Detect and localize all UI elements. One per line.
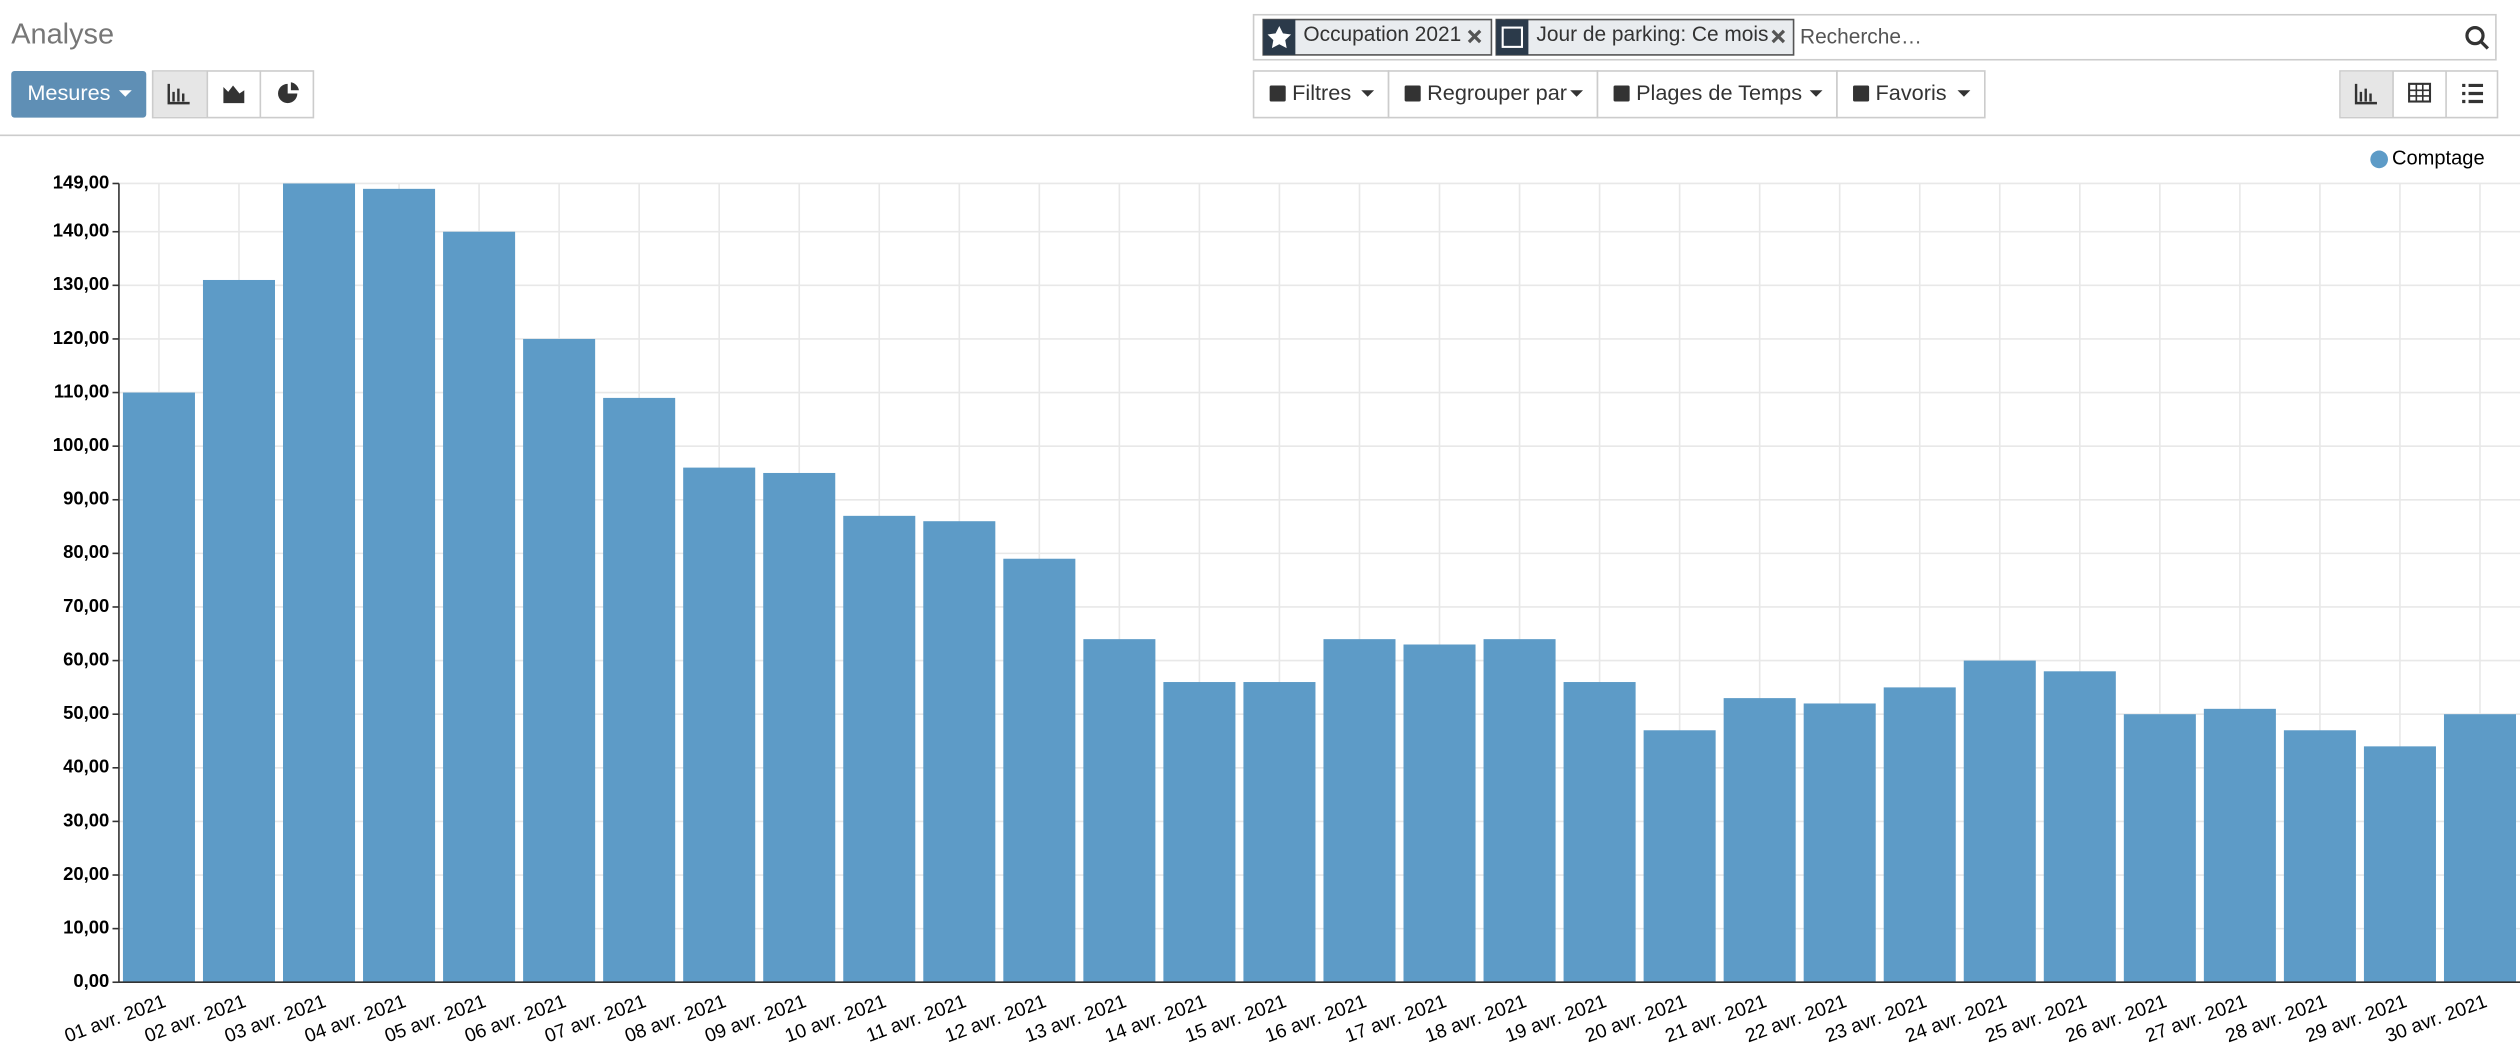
bar xyxy=(1723,698,1796,983)
measures-label: Mesures xyxy=(27,80,110,105)
filter-label: Filtres xyxy=(1292,80,1351,105)
button-icon xyxy=(1853,85,1870,102)
bar xyxy=(1163,682,1236,983)
bar xyxy=(122,392,195,983)
search-icon[interactable] xyxy=(2465,25,2485,46)
y-tick-label: 50,00 xyxy=(63,702,109,723)
bar xyxy=(1323,639,1396,983)
bar xyxy=(1003,558,1076,983)
y-tick-label: 80,00 xyxy=(63,541,109,562)
graph-icon xyxy=(2354,83,2377,105)
filter-buttons: Filtres Regrouper par Plages de Temps Favor… xyxy=(1252,70,1986,119)
filter-label: Plages de Temps xyxy=(1636,80,1802,105)
bar xyxy=(2363,746,2436,983)
bar xyxy=(363,188,436,983)
bar xyxy=(763,472,836,983)
caret xyxy=(1957,90,1971,97)
bar xyxy=(202,279,275,983)
bar xyxy=(2123,714,2196,983)
bar-icon xyxy=(167,83,190,105)
bar xyxy=(523,338,596,983)
button-icon xyxy=(1404,85,1421,102)
y-tick-label: 120,00 xyxy=(53,327,109,348)
bar xyxy=(1883,687,1956,983)
y-tick-label: 100,00 xyxy=(53,434,109,455)
bar-type-button[interactable] xyxy=(153,71,207,117)
bar xyxy=(843,515,916,983)
measures-button[interactable] xyxy=(11,70,147,118)
caret xyxy=(1570,90,1584,97)
y-tick-label: 40,00 xyxy=(63,756,109,777)
filter-label: Favoris xyxy=(1876,80,1947,105)
filter-label: Regrouper par xyxy=(1427,80,1567,105)
y-tick-label: 90,00 xyxy=(63,488,109,509)
bar xyxy=(283,183,356,983)
y-tick-label: 70,00 xyxy=(63,595,109,616)
button-icon xyxy=(1269,85,1286,102)
pie-icon[interactable] xyxy=(278,82,299,104)
bar xyxy=(2203,708,2276,983)
bar xyxy=(1403,644,1476,983)
button-icon xyxy=(1613,85,1630,102)
bar xyxy=(603,397,676,983)
graph-view-button[interactable] xyxy=(2340,71,2394,117)
caret xyxy=(118,90,132,97)
legend-label: Comptage xyxy=(2392,148,2485,170)
calendar-icon xyxy=(1501,26,1524,48)
bar xyxy=(1563,682,1636,983)
pivot-icon[interactable] xyxy=(2408,82,2432,103)
y-tick-label: 110,00 xyxy=(54,380,109,401)
bar xyxy=(1803,703,1876,983)
bar xyxy=(443,231,516,983)
star-icon xyxy=(1267,25,1292,49)
list-icon[interactable] xyxy=(2462,83,2484,104)
y-tick-label: 60,00 xyxy=(63,648,109,669)
bar xyxy=(2443,714,2516,983)
bar xyxy=(1083,639,1156,983)
bar xyxy=(2283,730,2356,983)
caret xyxy=(1361,90,1375,97)
bar xyxy=(1643,730,1716,983)
bar xyxy=(1243,682,1316,983)
page-title: Analyse xyxy=(11,18,114,50)
facet-remove[interactable] xyxy=(1467,29,1482,44)
facet-label: Jour de parking: Ce mois xyxy=(1536,23,1768,46)
facet-icon-box xyxy=(1496,19,1529,55)
search-icon xyxy=(2479,40,2489,50)
y-tick-label: 0,00 xyxy=(73,970,109,991)
bar xyxy=(2043,671,2116,983)
facet-remove[interactable] xyxy=(1771,29,1786,44)
bar xyxy=(923,521,996,983)
y-tick-label: 30,00 xyxy=(63,809,109,830)
y-tick-label: 20,00 xyxy=(63,863,109,884)
y-tick-label: 149,00 xyxy=(53,171,109,192)
facet-label: Occupation 2021 xyxy=(1303,23,1461,46)
pivot-icon xyxy=(2409,83,2430,102)
bar xyxy=(1963,660,2036,983)
bar xyxy=(1483,639,1556,983)
filter-button[interactable] xyxy=(1387,70,1599,119)
caret xyxy=(1809,90,1823,97)
y-tick-label: 10,00 xyxy=(63,916,109,937)
chart: 0,00 10,00 20,00 30,00 40,00 50,00 60,00 70,00 8… xyxy=(53,148,2520,1047)
y-tick-label: 130,00 xyxy=(53,273,109,294)
filter-button[interactable] xyxy=(1596,70,1838,119)
search-placeholder: Recherche… xyxy=(1800,26,1922,49)
area-icon[interactable] xyxy=(223,85,245,104)
facet xyxy=(1262,18,1493,56)
legend-swatch xyxy=(2370,150,2388,169)
y-tick-label: 140,00 xyxy=(53,220,109,241)
bar xyxy=(683,467,756,983)
